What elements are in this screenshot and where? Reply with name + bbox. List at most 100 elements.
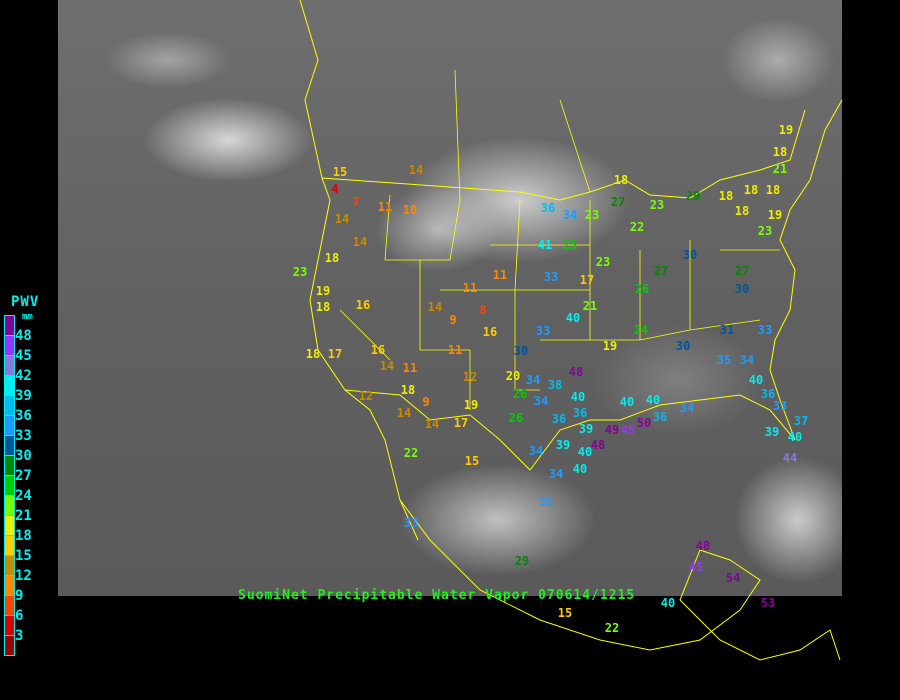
station-pwv-value: 40 (570, 390, 586, 404)
station-pwv-value: 39 (764, 425, 780, 439)
station-pwv-value: 18 (613, 173, 629, 187)
station-pwv-value: 34 (548, 467, 564, 481)
station-pwv-value: 16 (355, 298, 371, 312)
station-pwv-value: 27 (653, 264, 669, 278)
station-pwv-value: 14 (408, 163, 424, 177)
station-pwv-value: 14 (352, 235, 368, 249)
station-pwv-value: 40 (787, 430, 803, 444)
station-pwv-value: 38 (547, 378, 563, 392)
station-pwv-value: 33 (543, 270, 559, 284)
station-pwv-value: 36 (540, 201, 556, 215)
station-pwv-value: 34 (525, 373, 541, 387)
legend-label: 3 (15, 628, 24, 644)
station-pwv-value: 48 (590, 438, 606, 452)
legend-label: 15 (15, 548, 32, 564)
station-pwv-value: 34 (528, 444, 544, 458)
station-pwv-value: 7 (352, 195, 360, 209)
station-pwv-value: 33 (757, 323, 773, 337)
legend-title: PWV (11, 294, 40, 310)
color-band (5, 476, 14, 496)
station-pwv-value: 18 (718, 189, 734, 203)
station-pwv-value: 14 (334, 212, 350, 226)
color-band (5, 536, 14, 556)
legend-label: 24 (15, 488, 32, 504)
station-pwv-value: 11 (447, 343, 463, 357)
pacific-coast (299, 0, 419, 541)
station-pwv-value: 14 (396, 406, 412, 420)
mexico-coast (399, 499, 761, 651)
station-pwv-value: 40 (619, 395, 635, 409)
station-pwv-value: 40 (572, 462, 588, 476)
station-pwv-value: 27 (734, 264, 750, 278)
station-pwv-value: 29 (685, 189, 701, 203)
station-pwv-value: 19 (602, 339, 618, 353)
station-pwv-value: 26 (508, 411, 524, 425)
legend-label: 9 (15, 588, 24, 604)
station-pwv-value: 18 (734, 204, 750, 218)
station-pwv-value: 11 (492, 268, 508, 282)
color-band (5, 316, 14, 336)
us-canada-border (321, 109, 806, 201)
station-pwv-value: 8 (479, 303, 487, 317)
color-band (5, 596, 14, 616)
station-pwv-value: 22 (604, 621, 620, 635)
color-band (5, 576, 14, 596)
legend-label: 6 (15, 608, 24, 624)
legend-label: 36 (15, 408, 32, 424)
station-pwv-value: 11 (402, 361, 418, 375)
us-mexico-border (344, 389, 531, 471)
legend-label: 12 (15, 568, 32, 584)
station-pwv-value: 53 (760, 596, 776, 610)
station-pwv-value: 23 (584, 208, 600, 222)
station-pwv-value: 36 (572, 406, 588, 420)
station-pwv-value: 41 (537, 238, 553, 252)
station-pwv-value: 18 (305, 347, 321, 361)
station-pwv-value: 34 (679, 401, 695, 415)
station-pwv-value: 21 (582, 299, 598, 313)
station-pwv-value: 40 (748, 373, 764, 387)
station-pwv-value: 34 (739, 353, 755, 367)
color-band (5, 376, 14, 396)
station-pwv-value: 29 (514, 554, 530, 568)
station-pwv-value: 19 (767, 208, 783, 222)
station-pwv-value: 30 (675, 339, 691, 353)
station-pwv-value: 45 (688, 560, 704, 574)
legend-label: 42 (15, 368, 32, 384)
station-pwv-value: 24 (633, 323, 649, 337)
station-pwv-value: 17 (327, 347, 343, 361)
legend-label: 39 (15, 388, 32, 404)
station-pwv-value: 34 (533, 394, 549, 408)
station-pwv-value: 36 (551, 412, 567, 426)
station-pwv-value: 40 (577, 445, 593, 459)
legend-label: 18 (15, 528, 32, 544)
station-pwv-value: 18 (400, 383, 416, 397)
station-pwv-value: 27 (610, 195, 626, 209)
color-band (5, 616, 14, 636)
map-title: SuomiNet Precipitable Water Vapor 070614… (238, 588, 636, 603)
station-pwv-value: 31 (719, 323, 735, 337)
station-pwv-value: 48 (568, 365, 584, 379)
station-pwv-value: 15 (332, 165, 348, 179)
station-pwv-value: 18 (324, 251, 340, 265)
station-pwv-value: 11 (462, 281, 478, 295)
station-pwv-value: 33 (403, 516, 419, 530)
station-pwv-value: 54 (725, 571, 741, 585)
station-pwv-value: 4 (331, 182, 339, 196)
color-band (5, 436, 14, 456)
station-pwv-value: 18 (765, 183, 781, 197)
station-pwv-value: 19 (463, 398, 479, 412)
station-pwv-value: 18 (315, 300, 331, 314)
station-pwv-value: 36 (760, 387, 776, 401)
legend-label: 48 (15, 328, 32, 344)
station-pwv-value: 49 (604, 423, 620, 437)
station-pwv-value: 22 (403, 446, 419, 460)
station-pwv-value: 40 (660, 596, 676, 610)
color-band (5, 456, 14, 476)
station-pwv-value: 34 (562, 208, 578, 222)
station-pwv-value: 25 (562, 238, 578, 252)
station-pwv-value: 40 (565, 311, 581, 325)
station-pwv-value: 11 (377, 200, 393, 214)
station-pwv-value: 35 (716, 353, 732, 367)
station-pwv-value: 20 (505, 369, 521, 383)
central-america (679, 599, 841, 661)
